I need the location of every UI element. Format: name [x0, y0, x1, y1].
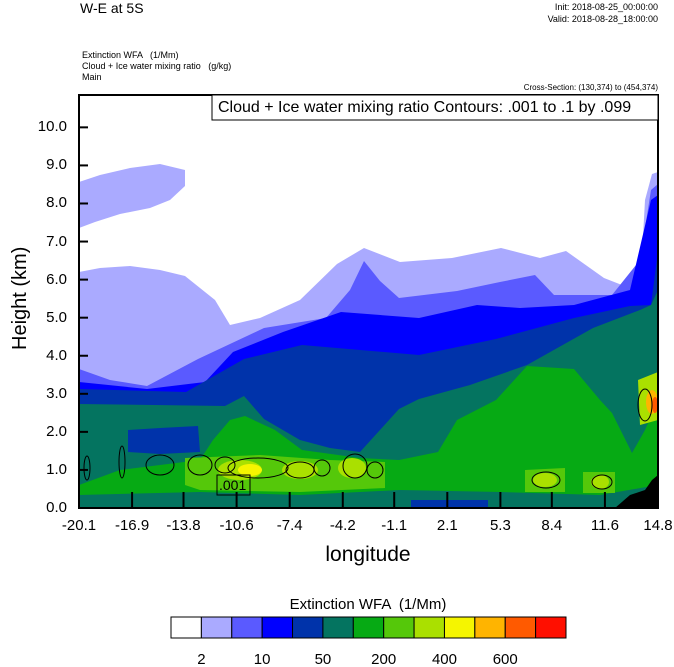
- x-tick-label: 14.8: [643, 517, 673, 534]
- valid-time: Valid: 2018-08-28_18:00:00: [547, 14, 658, 24]
- init-time: Init: 2018-08-25_00:00:00: [554, 2, 658, 12]
- y-tick-label: 9.0: [46, 156, 67, 174]
- colorbar-box: [261, 616, 294, 639]
- fill-level-9-a: [238, 464, 262, 476]
- x-tick-label: 2.1: [436, 517, 458, 534]
- contour-line: [214, 456, 236, 474]
- overlay-legend-text: Cloud + Ice water mixing ratio Contours:…: [218, 99, 632, 116]
- colorbar-label: 200: [371, 651, 397, 667]
- colorbar-box: [292, 616, 324, 639]
- fill-level-8-d: [533, 473, 557, 487]
- contour-line: [83, 455, 91, 481]
- x-tick-label: -4.2: [329, 517, 356, 534]
- y-tick-label: 8.0: [46, 194, 67, 212]
- colorbar-box: [383, 616, 415, 639]
- x-tick-label: -1.1: [381, 517, 408, 534]
- y-tick-label: 0.0: [46, 499, 67, 516]
- filled-contours: [79, 95, 658, 508]
- y-tick-label: 3.0: [46, 384, 67, 402]
- y-tick-label: 5.0: [46, 308, 67, 326]
- x-tick-label: -7.4: [276, 517, 303, 534]
- colorbar-label: 10: [253, 651, 271, 667]
- fill-level-8-c: [338, 458, 366, 478]
- x-tick-label: 5.3: [489, 517, 511, 534]
- colorbar-box: [231, 616, 263, 639]
- colorbar-label: 50: [314, 651, 332, 667]
- y-tick-label: 6.0: [46, 270, 67, 288]
- y-tick-label: 10.0: [37, 118, 67, 136]
- fill-level-1-upper: [79, 164, 185, 228]
- colorbar-title: Extinction WFA (1/Mm): [289, 596, 447, 613]
- contour-line: [637, 388, 653, 422]
- contour-label-box: [216, 474, 251, 496]
- field-line-3: Main: [82, 72, 102, 82]
- colorbar-box: [170, 616, 202, 639]
- overlay-legend-box: [211, 94, 659, 121]
- y-axis-title: Height (km): [9, 246, 31, 350]
- contour-label: .001: [219, 477, 247, 493]
- y-tick-label: 4.0: [46, 346, 67, 364]
- field-line-1: Extinction WFA (1/Mm): [82, 50, 179, 60]
- contour-line: [591, 474, 613, 490]
- x-tick-label: -20.1: [61, 517, 97, 534]
- contour-line: [313, 459, 331, 477]
- contour-line: [187, 454, 213, 476]
- contour-line: [342, 453, 368, 479]
- x-tick-label: 11.6: [590, 517, 619, 534]
- fill-level-4-bottom: [411, 500, 488, 508]
- field-line-2: Cloud + Ice water mixing ratio (g/kg): [82, 61, 232, 71]
- colorbar-box: [413, 616, 445, 639]
- colorbar-box: [504, 616, 537, 639]
- fill-level-8-b: [282, 461, 318, 479]
- fill-level-11: [652, 397, 658, 413]
- contour-line: [531, 471, 561, 489]
- fill-level-8-e: [591, 475, 609, 489]
- terrain: [615, 475, 658, 508]
- chart-title: W-E at 5S: [80, 0, 144, 16]
- contour-line: [118, 445, 126, 479]
- y-tick-label: 1.0: [46, 460, 67, 478]
- contour-line: [227, 457, 289, 479]
- x-axis-title: longitude: [325, 543, 411, 566]
- colorbar-label: 2: [197, 651, 206, 667]
- x-tick-label: -10.6: [219, 517, 254, 534]
- colorbar-box: [443, 616, 476, 639]
- colorbar-label: 600: [492, 651, 518, 667]
- colorbar-box: [474, 616, 506, 639]
- colorbar-box: [352, 616, 385, 639]
- colorbar-box: [535, 616, 567, 639]
- cross-section-label: Cross-Section: (130,374) to (454,374): [523, 83, 658, 92]
- x-tick-label: -16.9: [114, 517, 150, 534]
- contour-line: [145, 454, 175, 476]
- colorbar-label: 400: [431, 651, 457, 667]
- y-tick-label: 2.0: [46, 422, 67, 440]
- y-tick-label: 7.0: [46, 232, 67, 250]
- x-tick-label: 8.4: [541, 517, 563, 534]
- fill-level-4-blob: [128, 426, 200, 454]
- contour-line: [366, 461, 384, 479]
- colorbar-box: [200, 616, 233, 639]
- x-tick-label: -13.8: [166, 517, 201, 534]
- colorbar-box: [322, 616, 354, 639]
